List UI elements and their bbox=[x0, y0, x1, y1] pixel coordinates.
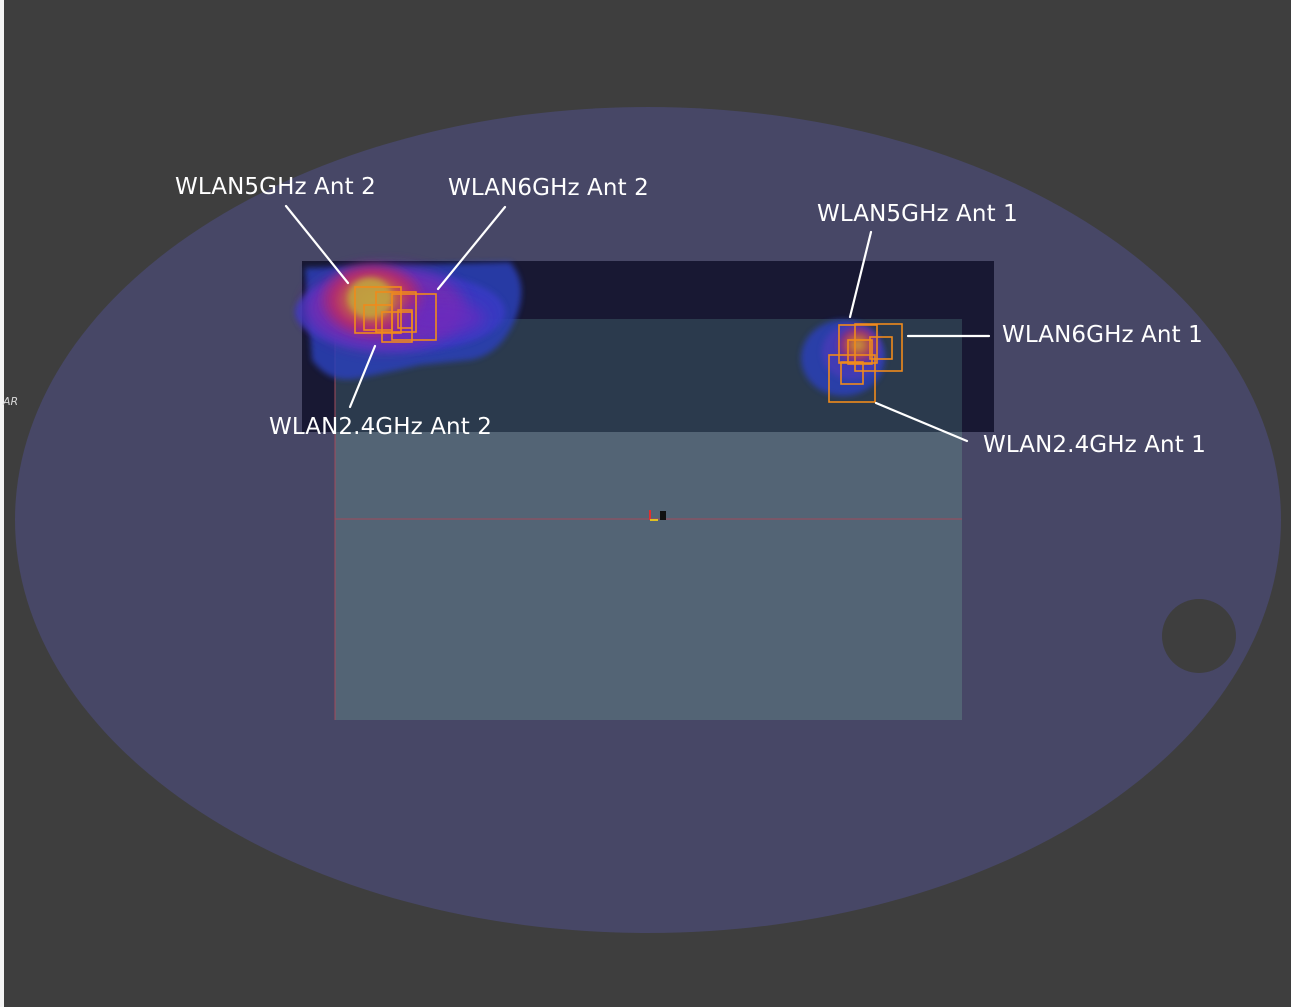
callout-line-wlan24-ant2 bbox=[348, 344, 377, 409]
label-wlan6-ant2: WLAN6GHz Ant 2 bbox=[448, 175, 649, 201]
phantom-hole bbox=[1162, 599, 1236, 673]
label-wlan6-ant1: WLAN6GHz Ant 1 bbox=[1002, 322, 1203, 348]
label-wlan24-ant2: WLAN2.4GHz Ant 2 bbox=[269, 414, 492, 440]
sar-hotspot-ant2 bbox=[295, 260, 522, 380]
callout-line-wlan5-ant2 bbox=[284, 204, 350, 285]
label-wlan24-ant1: WLAN2.4GHz Ant 1 bbox=[983, 432, 1206, 458]
label-wlan5-ant2: WLAN5GHz Ant 2 bbox=[175, 174, 376, 200]
edge-label: AR bbox=[3, 395, 19, 408]
callout-line-wlan6-ant2 bbox=[436, 205, 507, 291]
callout-line-wlan24-ant1 bbox=[874, 401, 969, 443]
antenna-boxes-ant1 bbox=[828, 323, 903, 403]
antenna-boxes-ant2 bbox=[354, 286, 437, 343]
callout-lines bbox=[284, 204, 991, 443]
left-edge-strip bbox=[0, 0, 4, 1007]
origin-marker bbox=[649, 510, 666, 521]
callout-line-wlan5-ant1 bbox=[848, 230, 873, 319]
label-wlan5-ant1: WLAN5GHz Ant 1 bbox=[817, 201, 1018, 227]
